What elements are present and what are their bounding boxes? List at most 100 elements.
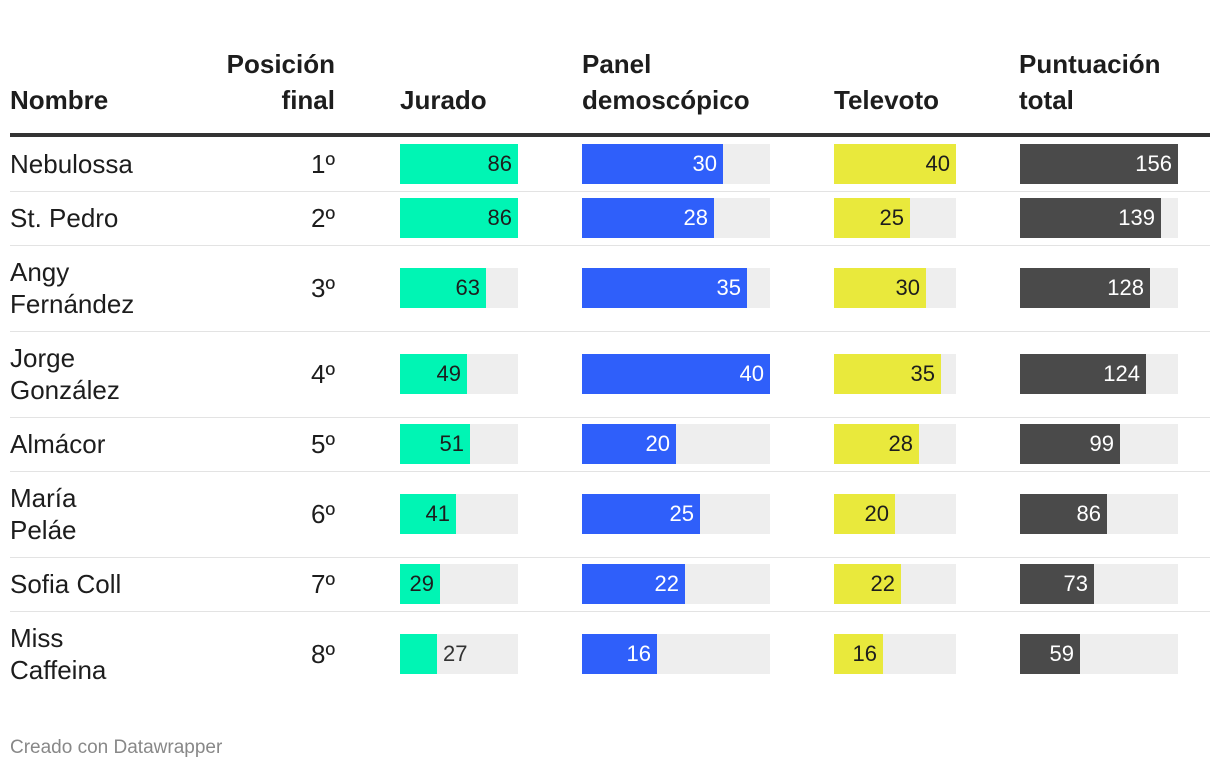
- row-position: 3º: [311, 273, 335, 303]
- value-label-panel: 16: [626, 641, 651, 666]
- bar-panel: [582, 268, 747, 308]
- row-name: Angy Fernández: [10, 256, 134, 320]
- value-label-televoto: 25: [879, 205, 904, 230]
- row-position: 4º: [311, 359, 335, 389]
- value-label-televoto: 20: [864, 501, 889, 526]
- footer-credit: Creado con Datawrapper: [10, 737, 223, 758]
- row-name-line: Nebulossa: [10, 149, 133, 179]
- bar-panel: [582, 354, 770, 394]
- bar-jurado: [400, 144, 518, 184]
- row-name-line: St. Pedro: [10, 203, 119, 233]
- row-name-line: Jorge: [10, 343, 76, 373]
- bar-track-total: 139: [1020, 198, 1178, 238]
- bar-panel: [582, 634, 657, 674]
- value-label-total: 139: [1118, 205, 1155, 230]
- bar-track-televoto: 28: [834, 424, 956, 464]
- row-name: Jorge González: [10, 342, 120, 406]
- bar-jurado: [400, 268, 486, 308]
- bar-televoto: [834, 424, 919, 464]
- row-name-line: María: [10, 483, 77, 513]
- value-label-total: 59: [1049, 641, 1074, 666]
- header-total: Puntuación total: [1019, 46, 1214, 118]
- bar-jurado: [400, 564, 440, 604]
- value-label-televoto: 30: [895, 275, 920, 300]
- row-name-line: González: [10, 375, 120, 405]
- header-name-line: Nombre: [10, 85, 109, 115]
- bar-track-total: 73: [1020, 564, 1178, 604]
- bar-panel: [582, 144, 723, 184]
- header-position-line: final: [281, 85, 335, 115]
- row-position: 8º: [311, 639, 335, 669]
- bar-track-televoto: 35: [834, 354, 956, 394]
- bar-total: [1020, 424, 1120, 464]
- bar-total: [1020, 354, 1146, 394]
- bar-track-televoto: 25: [834, 198, 956, 238]
- value-label-televoto: 35: [910, 361, 935, 386]
- bar-track-televoto: 40: [834, 144, 956, 184]
- value-label-panel: 22: [654, 571, 679, 596]
- value-label-total: 99: [1089, 431, 1114, 456]
- header-panel: Panel demoscópico: [582, 46, 802, 118]
- row-name-line: Miss: [10, 623, 64, 653]
- bar-track-panel: 20: [582, 424, 770, 464]
- row-separator: [10, 331, 1210, 332]
- bar-track-jurado: 27: [400, 634, 518, 674]
- row-name: Sofia Coll: [10, 568, 121, 600]
- row-separator: [10, 245, 1210, 246]
- value-label-panel: 20: [645, 431, 670, 456]
- row-separator: [10, 471, 1210, 472]
- row-separator: [10, 417, 1210, 418]
- value-label-televoto: 28: [888, 431, 913, 456]
- bar-jurado: [400, 494, 456, 534]
- bar-track-panel: 30: [582, 144, 770, 184]
- bar-track-panel: 35: [582, 268, 770, 308]
- bar-track-total: 124: [1020, 354, 1178, 394]
- bar-panel: [582, 424, 676, 464]
- bar-track-total: 156: [1020, 144, 1178, 184]
- bar-track-jurado: 86: [400, 198, 518, 238]
- bar-televoto: [834, 198, 910, 238]
- value-label-total: 156: [1135, 151, 1172, 176]
- row-separator: [10, 191, 1210, 192]
- bar-panel: [582, 198, 714, 238]
- row-position: 7º: [311, 569, 335, 599]
- bar-panel: [582, 564, 685, 604]
- bar-panel: [582, 494, 700, 534]
- row-name: Miss Caffeina: [10, 622, 106, 686]
- row-name-line: Sofia Coll: [10, 569, 122, 599]
- row-separator: [10, 557, 1210, 558]
- value-label-total: 128: [1107, 275, 1144, 300]
- row-position: 1º: [311, 149, 335, 179]
- value-label-panel: 40: [739, 361, 764, 386]
- row-name: St. Pedro: [10, 202, 118, 234]
- bar-jurado: [400, 198, 518, 238]
- value-label-televoto: 22: [870, 571, 895, 596]
- bar-track-jurado: 86: [400, 144, 518, 184]
- bar-track-total: 99: [1020, 424, 1178, 464]
- bar-televoto: [834, 564, 901, 604]
- bar-track-jurado: 29: [400, 564, 518, 604]
- bar-track-total: 86: [1020, 494, 1178, 534]
- value-label-total: 86: [1076, 501, 1101, 526]
- bar-track-televoto: 30: [834, 268, 956, 308]
- value-label-jurado: 41: [425, 501, 450, 526]
- bar-televoto: [834, 354, 941, 394]
- value-label-total: 73: [1063, 571, 1088, 596]
- header-televoto: Televoto: [834, 82, 1004, 118]
- bar-track-televoto: 20: [834, 494, 956, 534]
- header-jurado-line: Jurado: [400, 85, 487, 115]
- bar-total: [1020, 144, 1178, 184]
- bar-track-jurado: 49: [400, 354, 518, 394]
- header-panel-line: Panel: [582, 49, 652, 79]
- bar-jurado: [400, 354, 467, 394]
- header-name: Nombre: [10, 82, 190, 118]
- bar-televoto: [834, 144, 956, 184]
- header-rule: [10, 133, 1210, 137]
- header-total-line: total: [1019, 85, 1074, 115]
- value-label-panel: 35: [716, 275, 741, 300]
- bar-track-panel: 25: [582, 494, 770, 534]
- header-jurado: Jurado: [400, 82, 570, 118]
- bar-televoto: [834, 494, 895, 534]
- value-label-televoto: 40: [925, 151, 950, 176]
